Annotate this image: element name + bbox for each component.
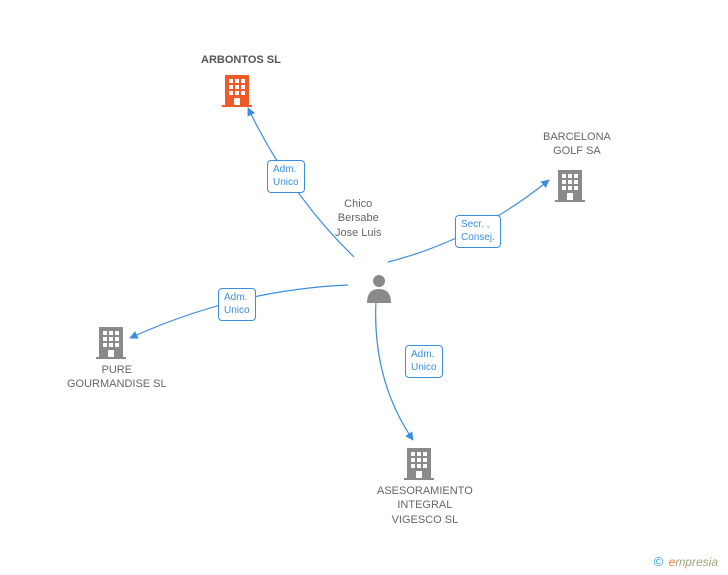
edge-label-barcelona-golf: Secr. ,Consej. bbox=[455, 215, 501, 248]
network-canvas bbox=[0, 0, 728, 575]
building-icon-barcelona-golf[interactable] bbox=[555, 168, 585, 202]
node-label-asesoramiento[interactable]: ASESORAMIENTOINTEGRALVIGESCO SL bbox=[377, 484, 473, 527]
node-label-barcelona-golf[interactable]: BARCELONAGOLF SA bbox=[543, 130, 611, 159]
edge-label-arbontos: Adm.Unico bbox=[267, 160, 305, 193]
node-label-arbontos[interactable]: ARBONTOS SL bbox=[201, 53, 281, 67]
person-label[interactable]: ChicoBersabeJose Luis bbox=[335, 197, 381, 240]
building-icon-pure-gourmandise[interactable] bbox=[96, 325, 126, 359]
brand-rest: mpresia bbox=[675, 555, 718, 569]
edge-label-asesoramiento: Adm.Unico bbox=[405, 345, 443, 378]
edge-label-pure-gourmandise: Adm.Unico bbox=[218, 288, 256, 321]
copyright-footer: © empresia bbox=[654, 554, 718, 569]
copyright-symbol: © bbox=[654, 554, 664, 569]
building-icon-arbontos[interactable] bbox=[222, 73, 252, 107]
node-label-pure-gourmandise[interactable]: PUREGOURMANDISE SL bbox=[67, 363, 167, 392]
building-icon-asesoramiento[interactable] bbox=[404, 446, 434, 480]
person-icon[interactable] bbox=[365, 273, 393, 303]
